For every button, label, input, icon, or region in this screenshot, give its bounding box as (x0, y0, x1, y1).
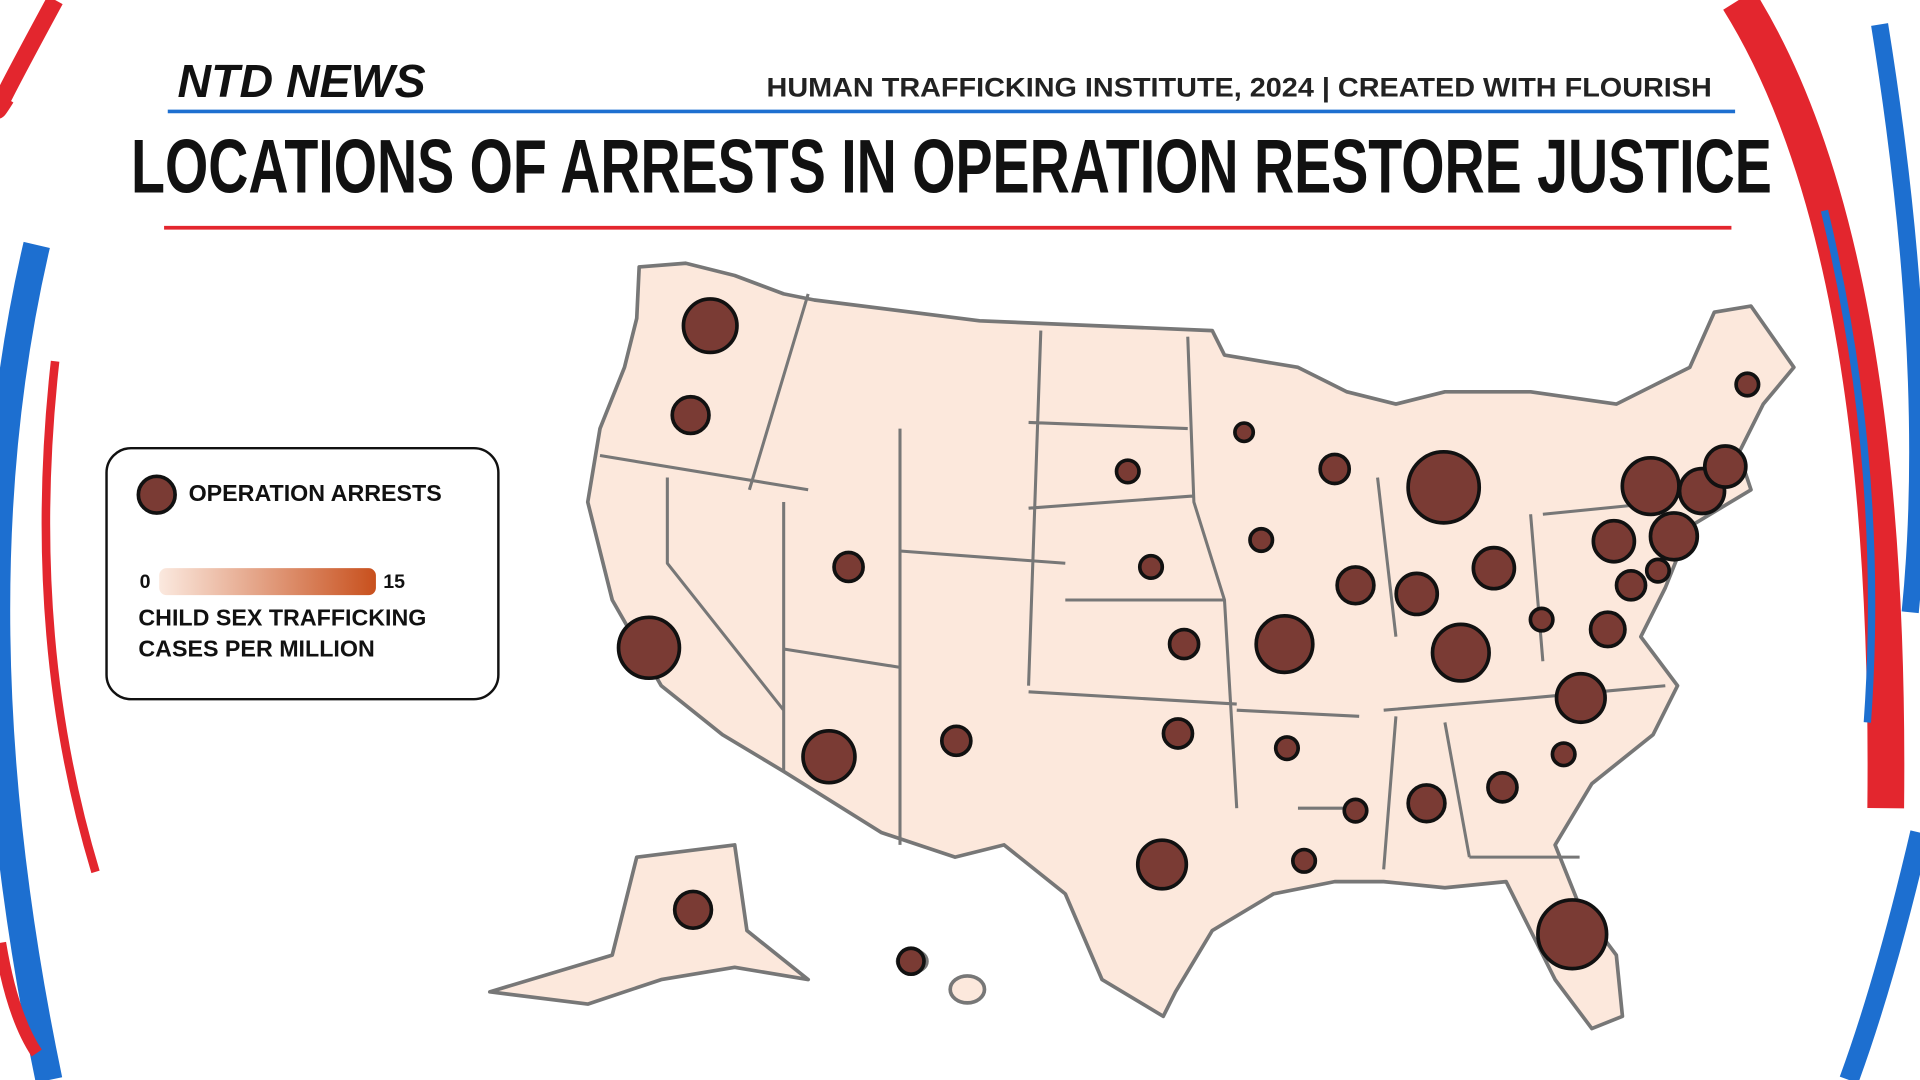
arrest-bubble (1342, 797, 1369, 824)
brand-logo: NTD NEWS (178, 55, 426, 107)
arrest-bubble (1614, 568, 1648, 602)
arrest-bubble (1394, 571, 1440, 617)
legend-size-label: OPERATION ARRESTS (189, 480, 442, 506)
arrest-bubble (1406, 449, 1482, 525)
legend-bubble (136, 474, 177, 515)
arrest-bubble (1248, 526, 1275, 554)
arrest-bubble (1430, 622, 1491, 683)
arrest-bubble (1114, 458, 1141, 485)
arrest-bubble (670, 394, 711, 436)
arrest-bubble (1550, 741, 1577, 768)
arrest-bubble (1406, 783, 1447, 824)
bubble-layer (616, 297, 1761, 977)
arrest-bubble (1167, 627, 1201, 661)
color-scale (159, 568, 376, 596)
alaska (487, 843, 810, 1006)
arrest-bubble (1591, 518, 1637, 564)
arrest-bubble (616, 615, 682, 681)
color-tick: 0 (140, 571, 151, 593)
arrest-bubble (1554, 671, 1607, 725)
arrest-bubble (1254, 613, 1315, 675)
arrest-bubble (1648, 511, 1700, 562)
arrest-bubble (1291, 847, 1318, 874)
arrest-bubble (1536, 898, 1609, 971)
legend-color-label: CASES PER MILLION (138, 635, 374, 661)
arrest-bubble (1273, 735, 1301, 762)
arrest-bubble (1620, 455, 1681, 517)
state-lines (599, 293, 1666, 870)
arrest-bubble (1702, 444, 1748, 489)
source-line: HUMAN TRAFFICKING INSTITUTE, 2024 | CREA… (767, 72, 1712, 102)
arrest-bubble (681, 297, 739, 355)
arrest-bubble (1734, 371, 1761, 398)
arrest-bubble (1471, 545, 1517, 591)
title: LOCATIONS OF ARRESTS IN OPERATION RESTOR… (131, 125, 1772, 210)
arrest-bubble (939, 724, 973, 758)
arrest-bubble (1135, 838, 1189, 891)
arrest-bubble (832, 550, 865, 584)
legend-color-label: CHILD SEX TRAFFICKING (138, 605, 426, 631)
arrest-bubble (1588, 610, 1627, 649)
hawaii (948, 974, 987, 1005)
arrest-bubble (1318, 452, 1352, 486)
arrest-bubble (896, 946, 926, 977)
arrest-bubble (672, 889, 714, 930)
arrest-bubble (1137, 553, 1165, 581)
arrest-bubble (801, 728, 857, 785)
color-tick: 15 (383, 571, 405, 593)
arrest-bubble (1528, 606, 1555, 633)
arrest-bubble (1486, 770, 1519, 804)
arrest-bubble (1161, 717, 1195, 750)
arrest-bubble (1335, 565, 1376, 606)
arrest-bubble (1233, 421, 1256, 444)
arrest-bubble (1644, 557, 1672, 584)
